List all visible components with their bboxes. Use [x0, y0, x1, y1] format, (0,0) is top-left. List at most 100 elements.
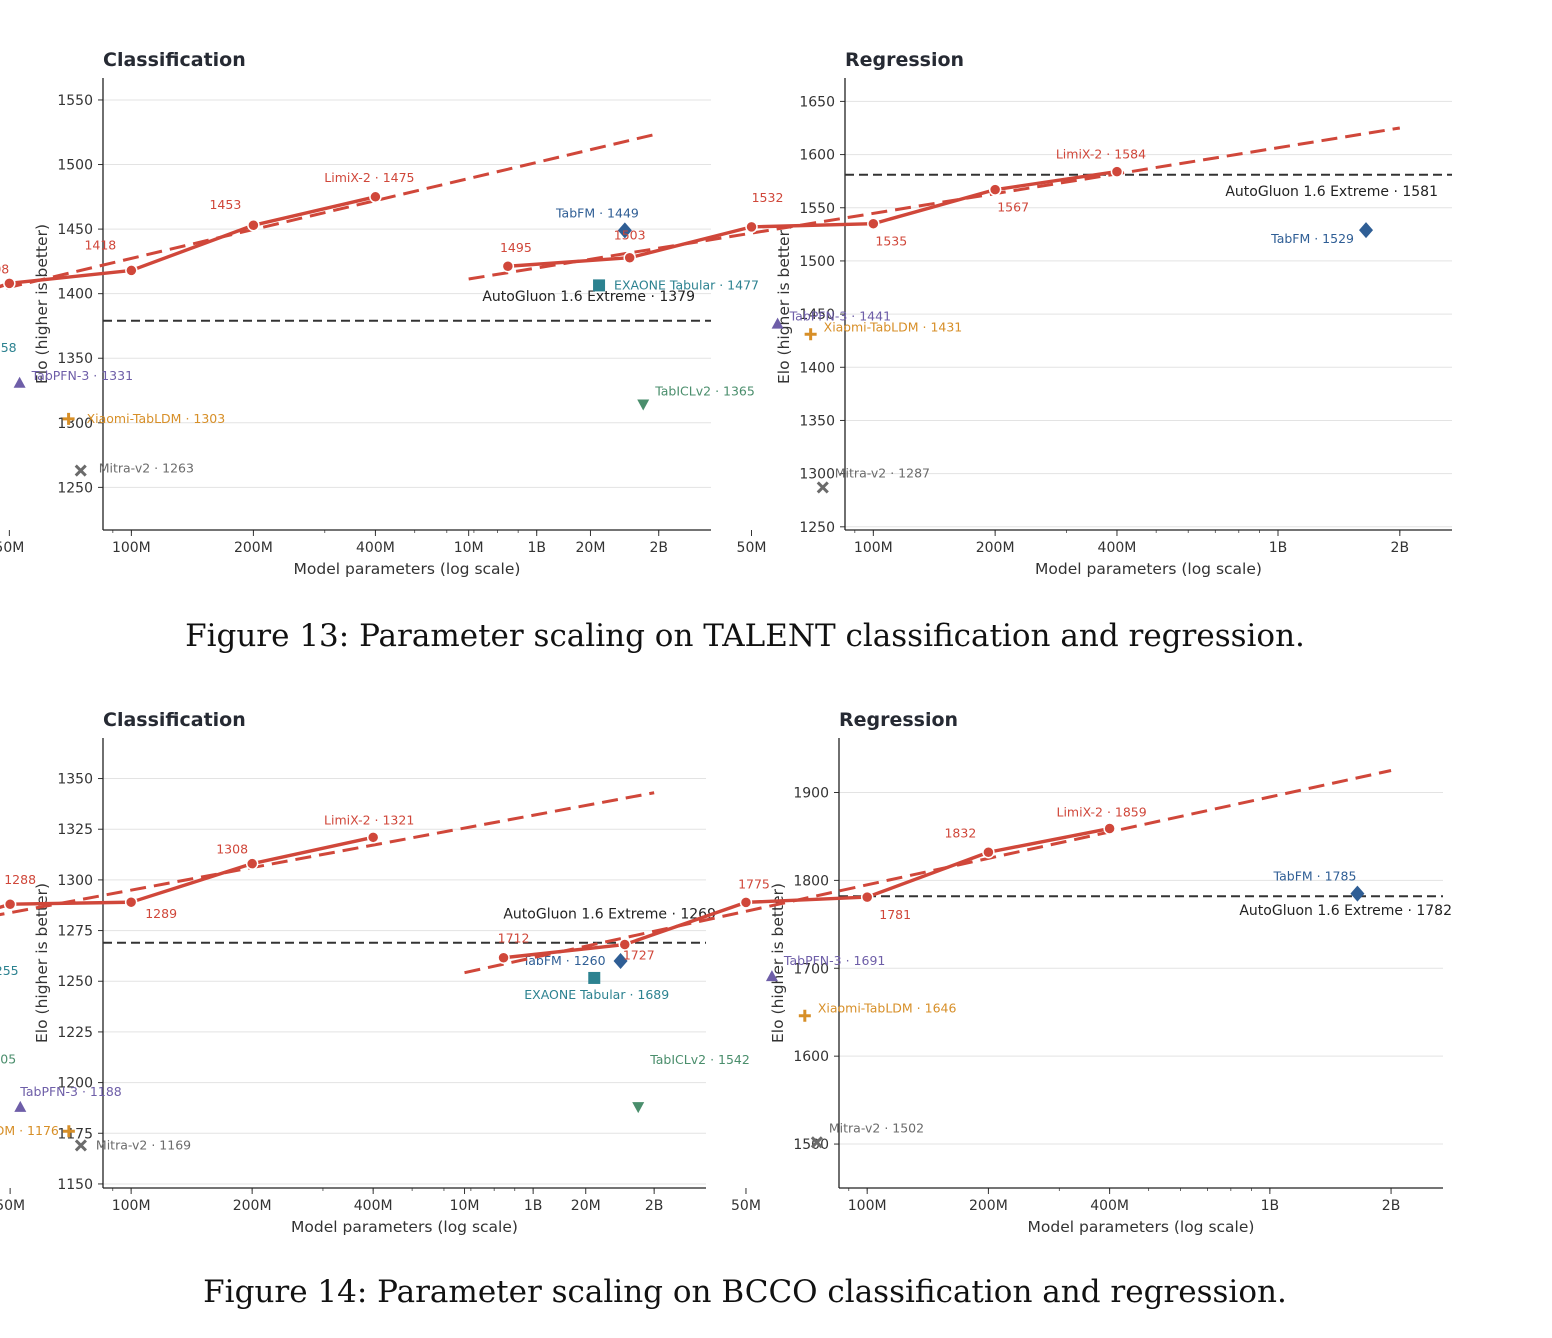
limix-point [1110, 165, 1124, 178]
model-marker-triangle-down [637, 399, 650, 411]
model-marker-triangle-up [14, 1100, 27, 1112]
chart-panel-3: Classification 1150 1175 1200 1225 1250 1275 13… [0, 709, 716, 1236]
limix-point [497, 951, 510, 964]
model-label: EXAONE Tabular · 1255 [0, 963, 19, 978]
x-tick-label: 50M [737, 540, 767, 556]
limix-point [124, 895, 138, 909]
limix-point-label: 1781 [879, 907, 911, 922]
model-marker-triangle-up [765, 970, 778, 982]
y-tick-label: 1700 [793, 961, 829, 977]
y-tick-label: 1550 [57, 93, 93, 109]
limix-point-label: 1832 [944, 825, 976, 840]
limix-point [982, 846, 995, 859]
x-tick-label: 1B [524, 1198, 543, 1214]
reference-label: AutoGluon 1.6 Extreme · 1379 [482, 289, 695, 305]
limix-point [623, 251, 636, 264]
model-label: TabFM · 1785 [1273, 869, 1357, 884]
x-tick-label: 50M [731, 1198, 761, 1214]
chart-panel-2: Regression 1250 1300 1350 1400 1450 1500 1550 16… [454, 49, 1452, 578]
x-tick-label: 400M [1098, 540, 1137, 556]
x-tick-label: 20M [571, 1198, 601, 1214]
limix-point [501, 259, 515, 273]
x-tick-label: 200M [233, 1198, 272, 1214]
model-marker-triangle-up [13, 376, 26, 388]
y-tick-label: 1450 [57, 222, 93, 238]
x-axis-label: Model parameters (log scale) [1028, 1218, 1255, 1236]
y-tick-label: 1400 [57, 287, 93, 303]
x-tick-label: 100M [112, 1198, 151, 1214]
model-label: TabPFN-3 · 1441 [789, 309, 891, 324]
y-tick-label: 1350 [799, 413, 835, 429]
limix-point [3, 277, 16, 290]
trend-line [464, 769, 1392, 975]
limix-point [366, 831, 380, 844]
limix-series-line [503, 826, 1110, 960]
y-tick-label: 1350 [57, 351, 93, 367]
x-tick-label: 10M [450, 1198, 480, 1214]
model-label: TabPFN-3 · 1691 [783, 953, 885, 968]
y-tick-label: 1500 [57, 158, 93, 174]
model-marker-diamond [1359, 222, 1374, 239]
model-marker-plus [62, 412, 75, 425]
y-tick-label: 1600 [793, 1049, 829, 1065]
model-marker-plus [62, 1125, 75, 1138]
chart-panel-1: Classification12501300135014001450150015… [0, 49, 711, 578]
figure-13-caption: Figure 13: Parameter scaling on TALENT c… [185, 618, 1305, 654]
limix-point-label: 1495 [500, 240, 532, 255]
limix-point-label: 1503 [614, 228, 646, 243]
limix-point-label: 1308 [216, 842, 248, 857]
x-tick-label: 50M [0, 540, 24, 556]
model-label: TabICLv2 · 1542 [649, 1052, 750, 1067]
limix-point [988, 183, 1002, 196]
y-tick-label: 1225 [57, 1025, 93, 1041]
x-tick-label: 400M [1090, 1198, 1129, 1214]
model-label: Xiaomi-TabLDM · 1176 [0, 1123, 59, 1138]
y-tick-label: 1250 [57, 974, 93, 990]
model-marker-diamond [617, 222, 632, 239]
model-label: Xiaomi-TabLDM · 1646 [818, 1001, 957, 1016]
model-label: TabPFN-3 · 1188 [19, 1084, 121, 1099]
figure-14-caption: Figure 14: Parameter scaling on BCCO cla… [203, 1274, 1287, 1310]
limix-point [125, 264, 138, 277]
model-marker-plus [804, 328, 817, 341]
model-marker-square [588, 971, 601, 984]
limix-point [247, 218, 260, 232]
x-tick-label: 10M [454, 540, 484, 556]
y-tick-label: 1550 [799, 201, 835, 217]
trend-line [0, 132, 660, 292]
limix-point-label: 1288 [4, 872, 36, 887]
model-marker-diamond [613, 952, 628, 969]
limix-point [739, 896, 753, 909]
y-tick-label: 1400 [799, 360, 835, 376]
x-tick-label: 2B [649, 540, 668, 556]
limix-point [618, 938, 632, 951]
y-axis-label: Elo (higher is better) [769, 883, 787, 1043]
x-tick-label: 200M [969, 1198, 1008, 1214]
limix-point-label: LimiX-2 · 1859 [1056, 805, 1146, 820]
limix-point-label: 1289 [145, 906, 177, 921]
y-tick-label: 1200 [57, 1076, 93, 1092]
chart-title: Regression [845, 49, 964, 71]
x-tick-label: 1B [1261, 1198, 1280, 1214]
model-marker-square [593, 279, 606, 292]
y-tick-label: 1650 [799, 94, 835, 110]
x-axis-label: Model parameters (log scale) [1035, 560, 1262, 578]
chart-title: Classification [103, 709, 246, 731]
x-axis-label: Model parameters (log scale) [291, 1218, 518, 1236]
model-label: TabFM · 1449 [555, 205, 639, 220]
limix-series-line [0, 835, 374, 910]
y-tick-label: 1450 [799, 307, 835, 323]
model-label: Xiaomi-TabLDM · 1303 [87, 411, 226, 426]
x-tick-label: 2B [1382, 1198, 1401, 1214]
limix-point-label: 1408 [0, 261, 9, 276]
trend-line [468, 126, 1401, 281]
limix-point-label: 1532 [752, 190, 784, 205]
reference-label: AutoGluon 1.6 Extreme · 1581 [1225, 184, 1438, 200]
y-tick-label: 1500 [793, 1137, 829, 1153]
x-tick-label: 100M [112, 540, 151, 556]
y-tick-label: 1500 [799, 254, 835, 270]
y-tick-label: 1600 [799, 148, 835, 164]
y-tick-label: 1250 [57, 480, 93, 496]
chart-title: Regression [839, 709, 958, 731]
